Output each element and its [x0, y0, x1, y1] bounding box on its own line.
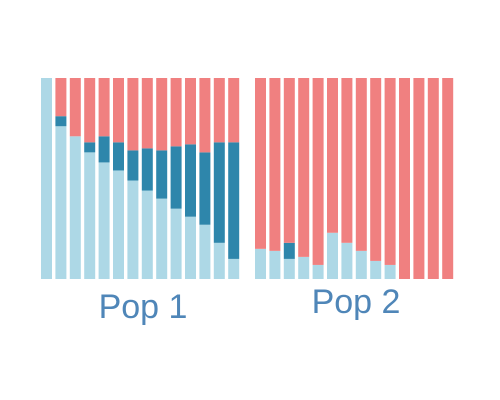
bar-segment-p2-9-red	[370, 78, 382, 261]
bar-segment-p1-10-light-blue	[170, 208, 182, 279]
bar-segment-p1-10-dark-blue	[170, 146, 182, 209]
bar-segment-p1-6-dark-blue	[113, 142, 124, 171]
bar-segment-p1-6-light-blue	[113, 170, 124, 279]
pop-2-label: Pop 2	[312, 283, 401, 321]
pop-1-label: Pop 1	[99, 288, 188, 326]
bar-segment-p2-3-red	[283, 78, 295, 243]
bar-segment-p2-7-red	[341, 78, 353, 243]
bar-segment-p1-13-dark-blue	[213, 142, 225, 243]
bar-segment-p2-7-light-blue	[341, 242, 353, 279]
bar-segment-p2-2-light-blue	[269, 250, 281, 279]
bar-segment-p1-12-dark-blue	[199, 152, 211, 225]
bar-segment-p1-3-light-blue	[69, 136, 81, 279]
bar-segment-p1-7-light-blue	[127, 180, 139, 279]
bar-segment-p2-9-light-blue	[370, 260, 382, 279]
bar-segment-p1-5-light-blue	[98, 162, 110, 279]
bar-segment-p1-12-red	[199, 78, 211, 153]
bar-segment-p1-11-red	[185, 78, 196, 145]
bar-segment-p2-5-light-blue	[312, 264, 324, 279]
bar-segment-p1-2-light-blue	[55, 126, 67, 280]
bar-segment-p1-14-dark-blue	[228, 142, 240, 259]
bar-segment-p1-2-dark-blue	[55, 116, 67, 127]
bar-segment-p2-6-light-blue	[327, 232, 338, 279]
bar-segment-p1-7-red	[127, 78, 139, 151]
bar-segment-p1-4-light-blue	[84, 152, 96, 279]
bar-segment-p1-4-dark-blue	[84, 142, 96, 153]
bar-segment-p2-11-red	[399, 78, 410, 279]
bar-segment-p2-10-light-blue	[384, 264, 396, 279]
bar-segment-p1-4-red	[84, 78, 96, 143]
bar-segment-p2-4-light-blue	[298, 256, 310, 279]
bar-segment-p2-8-light-blue	[355, 250, 367, 279]
bar-segment-p1-14-red	[228, 78, 240, 143]
bar-segment-p2-6-red	[327, 78, 338, 233]
bar-segment-p1-8-dark-blue	[141, 148, 153, 191]
bar-segment-p1-8-red	[141, 78, 153, 149]
bar-segment-p2-5-red	[312, 78, 324, 265]
bar-segment-p2-8-red	[355, 78, 367, 251]
bar-segment-p1-14-light-blue	[228, 258, 240, 279]
bar-segment-p1-13-light-blue	[213, 242, 225, 279]
bar-segment-p1-9-light-blue	[156, 198, 168, 279]
bar-segment-p2-3-dark-blue	[283, 242, 295, 259]
bar-segment-p1-13-red	[213, 78, 225, 143]
bar-segment-p2-14-red	[442, 78, 454, 279]
bar-segment-p1-3-red	[69, 78, 81, 137]
bar-segment-p2-13-red	[427, 78, 439, 279]
bar-segment-p1-10-red	[170, 78, 182, 147]
bar-segment-p1-12-light-blue	[199, 224, 211, 279]
bar-segment-p2-1-red	[255, 78, 266, 249]
bar-segment-p1-7-dark-blue	[127, 150, 139, 181]
bar-segment-p2-4-red	[298, 78, 310, 257]
bar-segment-p2-1-light-blue	[255, 248, 266, 279]
bar-segment-p2-10-red	[384, 78, 396, 265]
panel-pop-1	[41, 78, 240, 280]
bar-segment-p2-12-red	[413, 78, 425, 279]
bar-segment-p1-11-light-blue	[185, 216, 196, 279]
bar-segment-p1-5-red	[98, 78, 110, 137]
bar-segment-p1-8-light-blue	[141, 190, 153, 279]
panel-pop-2	[255, 78, 454, 279]
bar-segment-p1-1-light-blue	[41, 78, 52, 279]
bar-segment-p1-9-red	[156, 78, 168, 151]
bar-segment-p1-11-dark-blue	[185, 144, 196, 217]
bar-segment-p1-5-dark-blue	[98, 136, 110, 163]
bar-segment-p2-2-red	[269, 78, 281, 251]
bar-segment-p1-9-dark-blue	[156, 150, 168, 199]
bar-segment-p1-2-red	[55, 78, 67, 117]
bar-segment-p1-6-red	[113, 78, 124, 143]
bar-segment-p2-3-light-blue	[283, 258, 295, 279]
